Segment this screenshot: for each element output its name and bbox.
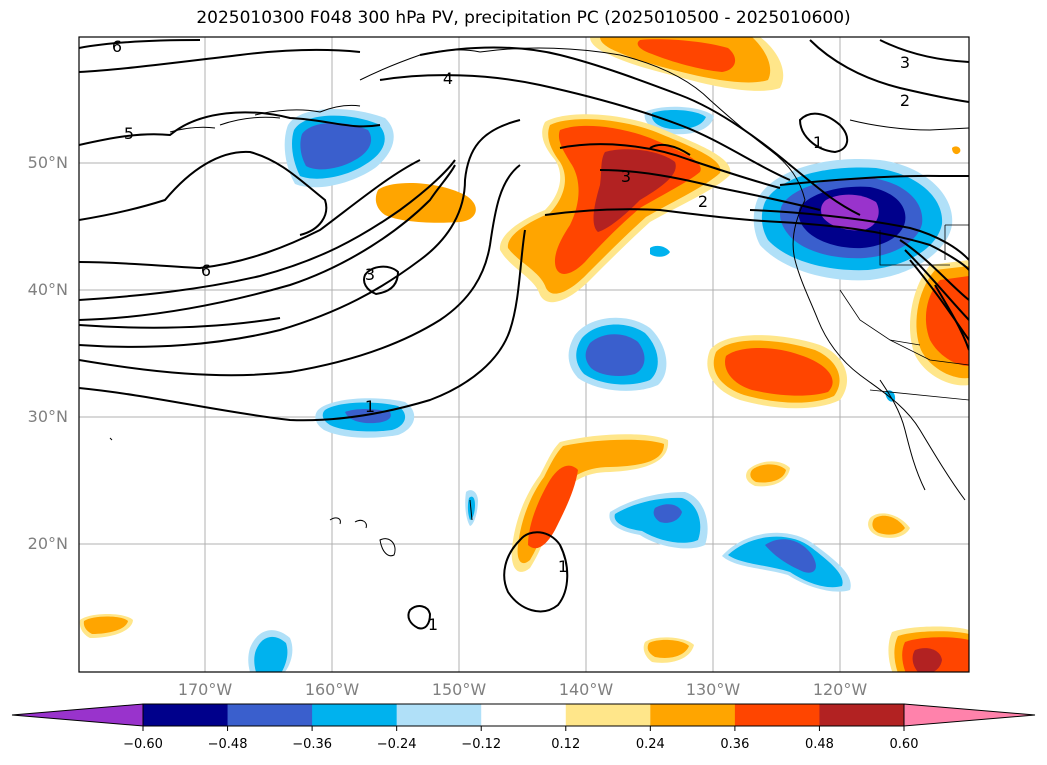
colorbar-tick-label: 0.12	[551, 737, 581, 752]
lat-label: 30°N	[27, 407, 68, 426]
colorbar-segment	[312, 704, 398, 726]
colorbar-tick-label: 0.60	[889, 737, 919, 752]
colorbar-tick-label: 0.48	[804, 737, 834, 752]
contour-label: 1	[813, 133, 823, 152]
contour-labels: 6 5 4 6 3 1 3 2 1 3 2 1 1	[112, 37, 910, 634]
lon-label: 170°W	[177, 680, 233, 699]
colorbar-tick-label: 0.24	[635, 737, 665, 752]
contour-label: 1	[365, 397, 375, 416]
colorbar-segment	[819, 704, 905, 726]
colorbar-tick-label: −0.60	[123, 737, 163, 752]
colorbar-tick-label: −0.48	[207, 737, 248, 752]
colorbar-segment	[565, 704, 651, 726]
contour-label: 6	[112, 37, 122, 56]
map-title: 2025010300 F048 300 hPa PV, precipitatio…	[196, 8, 851, 28]
contour-label: 4	[443, 69, 453, 88]
political-borders	[839, 224, 969, 401]
contour-label: 2	[698, 192, 708, 211]
colorbar-extend-low	[11, 703, 144, 727]
colorbar-segment	[396, 704, 482, 726]
colorbar-tick-label: −0.36	[292, 737, 333, 752]
colorbar-extend-high	[903, 703, 1036, 727]
contour-label: 1	[558, 557, 568, 576]
lat-label: 50°N	[27, 153, 68, 172]
colorbar-segments	[11, 703, 1036, 727]
gridlines	[79, 37, 969, 672]
colorbar-tick-label: −0.12	[461, 737, 502, 752]
contour-label: 1	[428, 615, 438, 634]
lon-label: 160°W	[304, 680, 360, 699]
colorbar-tick-label: −0.24	[376, 737, 417, 752]
colorbar-segment	[734, 704, 820, 726]
colorbar-segment	[481, 704, 567, 726]
lon-label: 130°W	[685, 680, 741, 699]
lat-label: 20°N	[27, 534, 68, 553]
contour-label: 3	[621, 167, 631, 186]
colorbar-segment	[650, 704, 736, 726]
positive-anomaly-fills	[79, 37, 969, 672]
colorbar-tick-label: 0.36	[720, 737, 750, 752]
contour-label: 3	[900, 53, 910, 72]
contour-label: 6	[201, 261, 211, 280]
pv-contours	[79, 39, 969, 630]
colorbar-segment	[227, 704, 313, 726]
lon-label: 150°W	[431, 680, 487, 699]
contour-label: 5	[124, 124, 134, 143]
contour-label: 3	[365, 265, 375, 284]
lon-label: 140°W	[558, 680, 614, 699]
colorbar-segment	[143, 704, 229, 726]
contour-label: 2	[900, 91, 910, 110]
lat-label: 40°N	[27, 280, 68, 299]
plot-frame	[78, 36, 970, 673]
colorbar-frame	[142, 703, 905, 727]
map-plot: 6 5 4 6 3 1 3 2 1 3 2 1 1	[78, 36, 970, 673]
negative-anomaly-fills	[248, 106, 953, 672]
lon-label: 120°W	[812, 680, 868, 699]
